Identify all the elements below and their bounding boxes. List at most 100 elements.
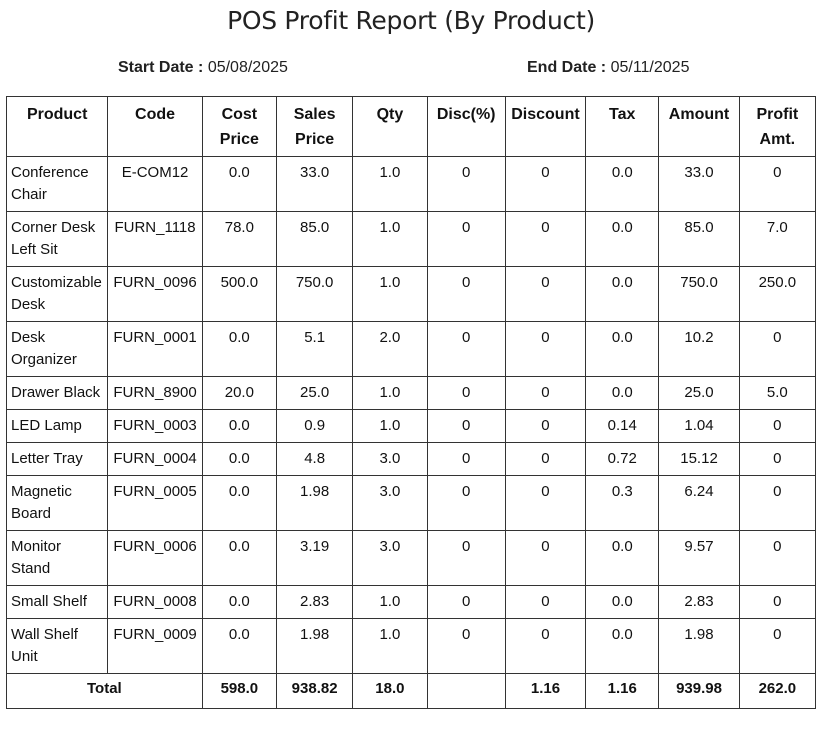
table-cell: 0 [738, 321, 817, 377]
table-cell: 1.0 [352, 211, 428, 267]
table-cell: 0 [504, 266, 587, 322]
table-cell: 0 [426, 376, 506, 410]
table-cell: FURN_0009 [107, 618, 203, 674]
table-cell: 15.12 [658, 442, 740, 476]
table-row: Letter Tray FURN_0004 0.0 4.8 3.0 0 0 0.72 15.12… [5, 442, 817, 476]
table-row: LED Lamp FURN_0003 0.0 0.9 1.0 0 0 0.14 1.04 0 [5, 409, 817, 443]
table-cell: 0 [504, 376, 587, 410]
table-cell: FURN_0004 [107, 442, 203, 476]
start-date-label: Start Date : [118, 59, 204, 76]
table-cell: 0 [426, 585, 506, 619]
table-row: Magnetic Board FURN_0005 0.0 1.98 3.0 0 0 0.3 6.… [5, 475, 817, 531]
table-cell: 1.98 [658, 618, 740, 674]
table-cell: 0.0 [201, 475, 277, 531]
table-cell: 3.0 [352, 475, 428, 531]
table-cell: 1.0 [352, 585, 428, 619]
table-cell: 0 [426, 156, 506, 212]
table-row: Drawer Black FURN_8900 20.0 25.0 1.0 0 0 0.0 25.… [5, 376, 817, 410]
header-row: Product Code Cost Price Sales Price Qty Disc(… [5, 96, 817, 157]
table-cell: 0.0 [585, 321, 660, 377]
table-cell: 0.0 [201, 442, 277, 476]
table-cell: 85.0 [275, 211, 354, 267]
table-cell: 33.0 [658, 156, 740, 212]
product-cell: Conference Chair [5, 156, 109, 212]
column-header: Code [107, 96, 203, 157]
column-header: Amount [658, 96, 740, 157]
table-cell: 20.0 [201, 376, 277, 410]
product-cell: Monitor Stand [5, 530, 109, 586]
table-cell: 0 [504, 156, 587, 212]
table-cell: 25.0 [275, 376, 354, 410]
table-row: Small Shelf FURN_0008 0.0 2.83 1.0 0 0 0.0 2.83 0 [5, 585, 817, 619]
table-cell: 0.0 [585, 211, 660, 267]
product-cell: Corner Desk Left Sit [5, 211, 109, 267]
product-cell: Letter Tray [5, 442, 109, 476]
column-header: Cost Price [201, 96, 277, 157]
table-cell: 750.0 [275, 266, 354, 322]
table-cell: FURN_0006 [107, 530, 203, 586]
table-cell: 7.0 [738, 211, 817, 267]
total-tax: 1.16 [585, 673, 660, 709]
product-cell: Magnetic Board [5, 475, 109, 531]
table-cell: 0 [738, 618, 817, 674]
table-row: Wall Shelf Unit FURN_0009 0.0 1.98 1.0 0 0 0.0 1… [5, 618, 817, 674]
table-cell: 0 [504, 442, 587, 476]
table-cell: 750.0 [658, 266, 740, 322]
table-cell: 0 [426, 442, 506, 476]
column-header: Discount [504, 96, 587, 157]
table-cell: 0 [426, 321, 506, 377]
table-cell: 0 [738, 585, 817, 619]
table-cell: 6.24 [658, 475, 740, 531]
column-header: Tax [585, 96, 660, 157]
table-cell: 0 [426, 618, 506, 674]
product-cell: Small Shelf [5, 585, 109, 619]
product-cell: LED Lamp [5, 409, 109, 443]
product-cell: Desk Organizer [5, 321, 109, 377]
start-date-value: 05/08/2025 [207, 59, 288, 76]
total-amount: 939.98 [658, 673, 740, 709]
table-cell: 0 [426, 409, 506, 443]
table-cell: 3.19 [275, 530, 354, 586]
column-header: Sales Price [275, 96, 354, 157]
table-cell: FURN_0096 [107, 266, 203, 322]
table-cell: 78.0 [201, 211, 277, 267]
table-cell: FURN_1118 [107, 211, 203, 267]
table-cell: E-COM12 [107, 156, 203, 212]
end-date-label: End Date : [527, 59, 607, 76]
start-date: Start Date : 05/08/2025 [118, 59, 288, 77]
table-cell: 0 [504, 618, 587, 674]
table-cell: 5.1 [275, 321, 354, 377]
table-cell: 2.83 [658, 585, 740, 619]
table-cell: 0.0 [585, 585, 660, 619]
product-cell: Wall Shelf Unit [5, 618, 109, 674]
table-cell: 1.04 [658, 409, 740, 443]
table-cell: 1.98 [275, 475, 354, 531]
table-cell: 0.0 [201, 530, 277, 586]
table-cell: 0.0 [585, 156, 660, 212]
total-label: Total [6, 673, 203, 709]
end-date: End Date : 05/11/2025 [527, 59, 689, 77]
total-qty: 18.0 [352, 673, 428, 709]
table-cell: FURN_0003 [107, 409, 203, 443]
total-row: Total 598.0 938.82 18.0 1.16 1.16 939.98… [6, 673, 817, 709]
column-header: Qty [352, 96, 428, 157]
column-header: Disc(%) [426, 96, 506, 157]
table-cell: 0.0 [201, 618, 277, 674]
table-cell: 0.72 [585, 442, 660, 476]
profit-report-table: Product Code Cost Price Sales Price Qty Disc(… [5, 96, 817, 709]
table-cell: 0 [504, 585, 587, 619]
table-cell: 0 [504, 530, 587, 586]
table-row: Desk Organizer FURN_0001 0.0 5.1 2.0 0 0 0.0 10.… [5, 321, 817, 377]
table-cell: 0 [504, 409, 587, 443]
table-cell: 1.0 [352, 156, 428, 212]
product-cell: Drawer Black [5, 376, 109, 410]
table-cell: 0.0 [585, 618, 660, 674]
total-disc-pct [426, 673, 506, 709]
table-cell: 3.0 [352, 442, 428, 476]
table-cell: 0 [738, 409, 817, 443]
table-cell: 1.0 [352, 266, 428, 322]
table-cell: 2.0 [352, 321, 428, 377]
table-cell: 0.0 [585, 266, 660, 322]
table-cell: 0.0 [201, 409, 277, 443]
table-cell: 0 [426, 266, 506, 322]
